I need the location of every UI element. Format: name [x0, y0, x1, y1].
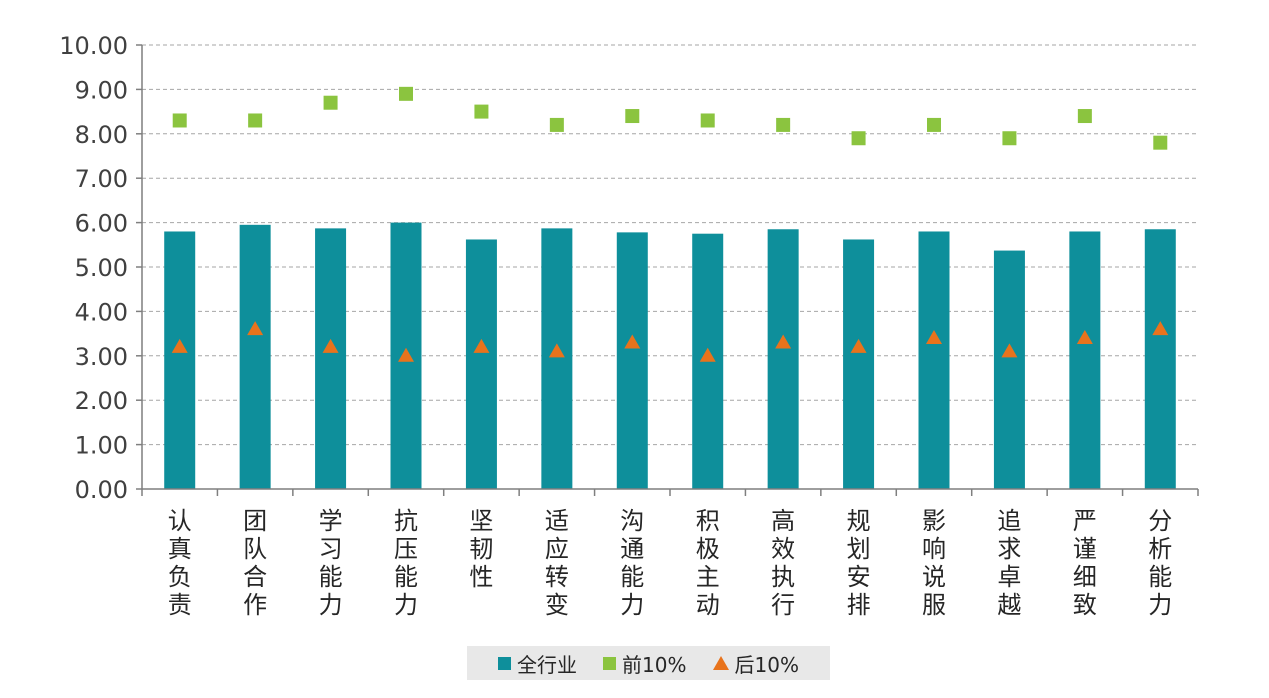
chart: 0.00 1.00 2.00 3.00 4.00 5.00 6.00 7.00 8.00 9.00…	[59, 32, 1199, 619]
bar	[465, 239, 497, 489]
top10-point	[248, 113, 263, 128]
legend-swatch-square-icon	[603, 656, 617, 670]
y-tick-label: 6.00	[75, 210, 128, 238]
bar	[843, 239, 875, 489]
x-tick-label: 高效执行	[771, 507, 795, 619]
x-tick-label: 团队合作	[243, 507, 267, 619]
x-tick-label: 坚韧性	[469, 507, 493, 591]
bottom10-point	[1152, 321, 1169, 336]
bottom10-series	[171, 321, 1169, 362]
bottom10-point	[548, 343, 565, 358]
x-axis-labels: 认真负责 团队合作 学习能力 抗压能力 坚韧性 适应转变 沟通能力 积极主动 高效执行 规划安排 影…	[168, 507, 1173, 619]
bar	[767, 229, 799, 489]
y-tick-label: 7.00	[75, 165, 128, 193]
bar	[1069, 231, 1101, 490]
bottom10-point	[926, 330, 942, 345]
top10-point	[1077, 109, 1092, 124]
bottom10-point	[473, 338, 490, 353]
x-tick-label: 适应转变	[545, 507, 569, 619]
bottom10-point	[398, 347, 414, 362]
y-tick-label: 8.00	[75, 121, 128, 149]
top10-series	[172, 86, 1168, 150]
bottom10-point	[1076, 330, 1093, 345]
bar	[315, 228, 347, 489]
y-tick-label: 10.00	[59, 32, 128, 60]
legend-item-all: 全行业	[498, 649, 577, 678]
x-tick-label: 影响说服	[922, 507, 946, 619]
legend-swatch-square-icon	[498, 656, 512, 670]
bottom10-point	[322, 338, 339, 353]
gridlines	[142, 44, 1198, 446]
top10-point	[1153, 135, 1168, 150]
bottom10-point	[624, 334, 641, 349]
axes	[141, 45, 1199, 496]
top10-point	[549, 117, 564, 132]
bar	[164, 231, 196, 490]
top10-point	[776, 117, 791, 132]
y-axis-ticks: 0.00 1.00 2.00 3.00 4.00 5.00 6.00 7.00 8.00 9.00…	[59, 32, 142, 504]
x-tick-label: 学习能力	[319, 507, 343, 619]
bar	[993, 250, 1025, 489]
legend-label: 后10%	[734, 652, 799, 677]
legend: 全行业 前10% 后10%	[467, 646, 830, 680]
legend-label: 前10%	[622, 652, 687, 677]
y-tick-label: 2.00	[75, 387, 128, 415]
bar	[541, 228, 573, 489]
legend-item-top: 前10%	[603, 649, 687, 678]
bottom10-point	[171, 338, 188, 353]
x-tick-label: 追求卓越	[997, 507, 1021, 619]
top10-point	[927, 117, 941, 132]
x-tick-label: 积极主动	[696, 507, 720, 619]
x-tick-label: 沟通能力	[620, 507, 644, 619]
x-tick-label: 规划安排	[847, 507, 871, 619]
bottom10-point	[1001, 343, 1018, 358]
y-tick-label: 5.00	[75, 254, 128, 282]
top10-point	[172, 113, 187, 128]
top10-point	[399, 86, 413, 101]
top10-point	[700, 113, 715, 128]
bottom10-point	[699, 347, 716, 362]
x-tick-label: 认真负责	[168, 507, 192, 619]
x-tick-label: 抗压能力	[394, 507, 418, 619]
bars-series	[164, 222, 1176, 490]
top10-point	[625, 109, 640, 124]
bar	[239, 224, 271, 489]
top10-point	[474, 104, 489, 119]
legend-item-bottom: 后10%	[712, 649, 799, 678]
y-tick-label: 4.00	[75, 298, 128, 326]
top10-point	[1002, 131, 1017, 146]
x-tick-label: 严谨细致	[1073, 507, 1097, 619]
top10-point	[323, 95, 338, 110]
y-tick-label: 3.00	[75, 343, 128, 371]
bar	[918, 231, 950, 490]
bottom10-point	[247, 321, 264, 336]
bottom10-point	[775, 334, 792, 349]
legend-swatch-triangle-icon	[712, 656, 729, 670]
top10-point	[851, 131, 866, 146]
x-tick-label: 分析能力	[1148, 507, 1172, 619]
bar	[1144, 229, 1176, 489]
y-tick-label: 0.00	[75, 476, 128, 504]
y-tick-label: 1.00	[75, 432, 128, 460]
bar	[616, 232, 648, 490]
y-tick-label: 9.00	[75, 76, 128, 104]
legend-label: 全行业	[517, 652, 578, 677]
bottom10-point	[850, 338, 867, 353]
